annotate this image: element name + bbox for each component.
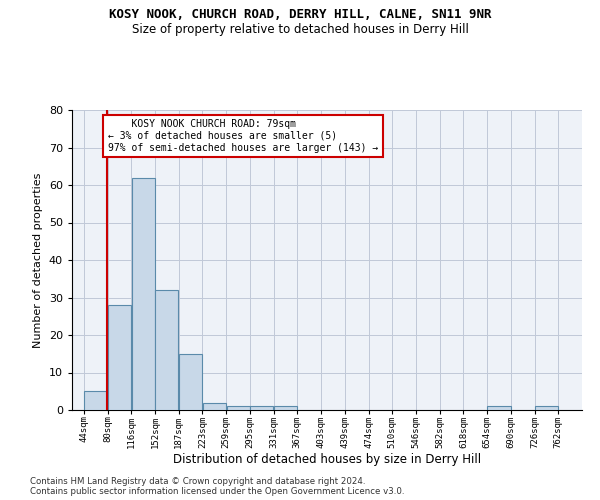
Bar [227,406,250,410]
Bar [84,391,107,410]
Text: KOSY NOOK, CHURCH ROAD, DERRY HILL, CALNE, SN11 9NR: KOSY NOOK, CHURCH ROAD, DERRY HILL, CALN… [109,8,491,20]
Bar [487,406,511,410]
Bar [108,305,131,410]
Text: Size of property relative to detached houses in Derry Hill: Size of property relative to detached ho… [131,22,469,36]
Text: Contains public sector information licensed under the Open Government Licence v3: Contains public sector information licen… [30,488,404,496]
Text: Distribution of detached houses by size in Derry Hill: Distribution of detached houses by size … [173,452,481,466]
Bar [203,402,226,410]
Bar [155,290,178,410]
Text: KOSY NOOK CHURCH ROAD: 79sqm
← 3% of detached houses are smaller (5)
97% of semi: KOSY NOOK CHURCH ROAD: 79sqm ← 3% of det… [107,120,378,152]
Bar [250,406,273,410]
Bar [131,178,155,410]
Bar [274,406,297,410]
Bar [179,354,202,410]
Bar [535,406,558,410]
Y-axis label: Number of detached properties: Number of detached properties [33,172,43,348]
Text: Contains HM Land Registry data © Crown copyright and database right 2024.: Contains HM Land Registry data © Crown c… [30,478,365,486]
